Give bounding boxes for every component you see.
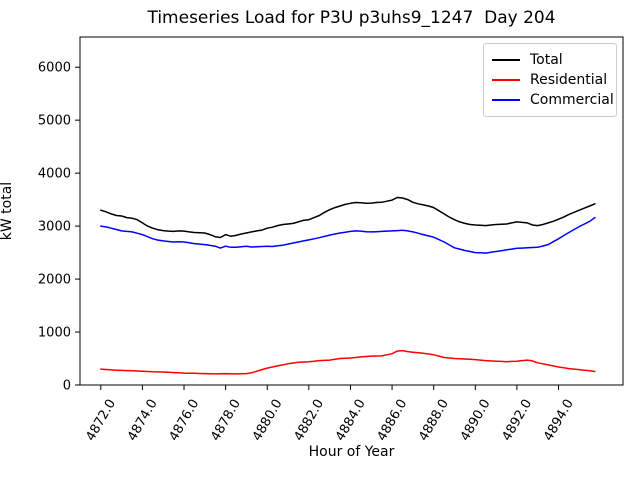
legend: Total Residential Commercial xyxy=(483,43,617,117)
y-tick-label: 3000 xyxy=(38,220,71,235)
legend-label-residential: Residential xyxy=(530,72,608,88)
y-tick-label: 6000 xyxy=(38,61,71,76)
axes-frame xyxy=(79,36,624,386)
legend-line-sample-total xyxy=(492,59,520,61)
legend-entry-commercial: Commercial xyxy=(492,90,614,110)
y-tick-label: 1000 xyxy=(38,326,71,341)
x-axis-label: Hour of Year xyxy=(308,444,395,460)
x-tick-label: 4876.0 xyxy=(167,397,203,444)
x-tick-label: 4888.0 xyxy=(416,397,452,444)
x-tick-label: 4882.0 xyxy=(291,397,327,444)
x-tick-label: 4890.0 xyxy=(458,397,494,444)
x-tick-label: 4884.0 xyxy=(333,397,369,444)
y-tick-label: 2000 xyxy=(38,273,71,288)
x-tick-label: 4878.0 xyxy=(208,397,244,444)
x-tick-label: 4886.0 xyxy=(375,397,411,444)
legend-line-sample-commercial xyxy=(492,99,520,101)
series-line-residential xyxy=(100,349,596,375)
x-tick-label: 4872.0 xyxy=(83,397,119,444)
y-tick-label: 0 xyxy=(63,379,71,394)
legend-line-sample-residential xyxy=(492,79,520,81)
legend-label-total: Total xyxy=(530,52,563,68)
legend-entry-total: Total xyxy=(492,50,608,70)
y-tick-label: 5000 xyxy=(38,114,71,129)
legend-entry-residential: Residential xyxy=(492,70,608,90)
series-line-commercial xyxy=(100,216,596,254)
series-line-total xyxy=(100,196,596,239)
y-axis-label: kW total xyxy=(0,181,15,241)
y-tick-label: 4000 xyxy=(38,167,71,182)
x-tick-label: 4894.0 xyxy=(541,397,577,444)
legend-label-commercial: Commercial xyxy=(530,92,614,108)
chart-title: Timeseries Load for P3U p3uhs9_1247 Day … xyxy=(147,8,556,28)
x-tick-label: 4892.0 xyxy=(499,397,535,444)
x-tick-label: 4880.0 xyxy=(250,397,286,444)
x-tick-label: 4874.0 xyxy=(125,397,161,444)
